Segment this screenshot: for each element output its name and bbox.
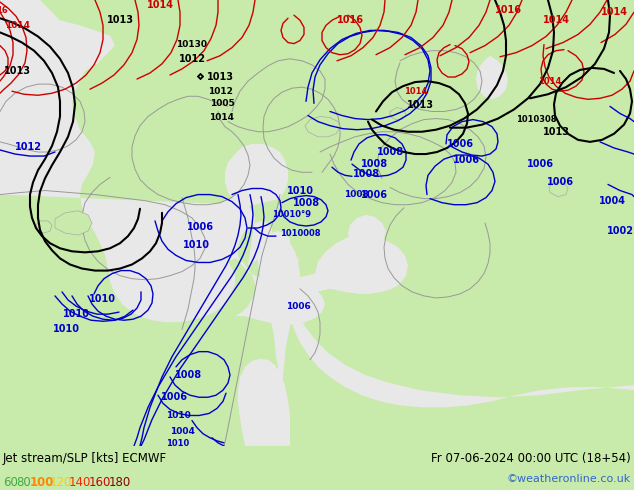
Text: 1004: 1004 bbox=[598, 196, 626, 206]
Text: ©weatheronline.co.uk: ©weatheronline.co.uk bbox=[507, 474, 631, 484]
Text: 1012: 1012 bbox=[15, 142, 41, 152]
Text: 1012: 1012 bbox=[207, 87, 233, 96]
Text: 1010: 1010 bbox=[89, 294, 115, 304]
Text: 1006: 1006 bbox=[286, 301, 311, 311]
Text: 1014: 1014 bbox=[538, 76, 562, 86]
Text: 1013: 1013 bbox=[107, 15, 134, 25]
Text: 1005: 1005 bbox=[210, 99, 235, 108]
Text: 1004: 1004 bbox=[169, 427, 195, 436]
Text: 10010°9: 10010°9 bbox=[273, 210, 311, 220]
Polygon shape bbox=[390, 107, 406, 120]
Text: 1014: 1014 bbox=[209, 113, 235, 122]
Polygon shape bbox=[0, 0, 60, 69]
Text: 1010: 1010 bbox=[166, 440, 190, 448]
Text: 1014: 1014 bbox=[146, 0, 174, 10]
Polygon shape bbox=[55, 211, 92, 235]
Polygon shape bbox=[305, 117, 340, 137]
Text: 1008: 1008 bbox=[292, 197, 320, 208]
Text: 140: 140 bbox=[69, 476, 91, 489]
Text: 16: 16 bbox=[0, 5, 8, 15]
Text: 1010: 1010 bbox=[287, 186, 313, 196]
Text: Jet stream/SLP [kts] ECMWF: Jet stream/SLP [kts] ECMWF bbox=[3, 452, 167, 465]
Text: 1008: 1008 bbox=[377, 147, 404, 157]
Text: 1010: 1010 bbox=[165, 411, 190, 420]
Text: 180: 180 bbox=[108, 476, 131, 489]
Text: 1006: 1006 bbox=[453, 155, 479, 165]
Polygon shape bbox=[288, 255, 634, 446]
Text: Fr 07-06-2024 00:00 UTC (18+54): Fr 07-06-2024 00:00 UTC (18+54) bbox=[431, 452, 631, 465]
Text: 1013: 1013 bbox=[543, 127, 569, 137]
Text: 1016: 1016 bbox=[337, 15, 363, 25]
Text: 10130: 10130 bbox=[176, 40, 207, 49]
Text: 160: 160 bbox=[89, 476, 111, 489]
Text: 1006: 1006 bbox=[186, 222, 214, 232]
Text: 1010: 1010 bbox=[63, 309, 89, 319]
Text: 1014: 1014 bbox=[543, 15, 569, 25]
Text: 1013: 1013 bbox=[4, 66, 30, 76]
Text: 1010: 1010 bbox=[53, 324, 79, 334]
Text: 1006: 1006 bbox=[361, 190, 387, 199]
Polygon shape bbox=[476, 56, 508, 99]
Text: 1010: 1010 bbox=[183, 240, 209, 250]
Polygon shape bbox=[258, 231, 300, 446]
Text: 1008: 1008 bbox=[344, 190, 368, 199]
Text: 1014: 1014 bbox=[6, 21, 30, 30]
Polygon shape bbox=[348, 215, 386, 248]
Text: 60: 60 bbox=[3, 476, 18, 489]
Text: 120: 120 bbox=[49, 476, 72, 489]
Text: 1012: 1012 bbox=[179, 54, 205, 64]
Text: 1013: 1013 bbox=[207, 72, 233, 82]
Text: 1016: 1016 bbox=[495, 5, 522, 15]
Polygon shape bbox=[0, 0, 408, 324]
Polygon shape bbox=[549, 182, 568, 196]
Polygon shape bbox=[36, 221, 52, 233]
Text: 1006: 1006 bbox=[526, 159, 553, 169]
Text: 1002: 1002 bbox=[607, 226, 633, 236]
Text: 1010308: 1010308 bbox=[515, 115, 556, 124]
Text: 1008: 1008 bbox=[353, 170, 380, 179]
Text: 1014: 1014 bbox=[404, 87, 428, 96]
Text: 1006: 1006 bbox=[160, 392, 188, 402]
Text: 1013: 1013 bbox=[406, 100, 434, 110]
Text: 1006: 1006 bbox=[547, 177, 574, 187]
Text: 1010008: 1010008 bbox=[280, 228, 320, 238]
Text: 1006: 1006 bbox=[446, 139, 474, 149]
Text: 80: 80 bbox=[16, 476, 31, 489]
Text: 1008: 1008 bbox=[174, 370, 202, 380]
Text: 1008: 1008 bbox=[361, 159, 389, 169]
Polygon shape bbox=[238, 359, 290, 446]
Text: 1014: 1014 bbox=[600, 7, 628, 17]
Text: 100: 100 bbox=[30, 476, 54, 489]
